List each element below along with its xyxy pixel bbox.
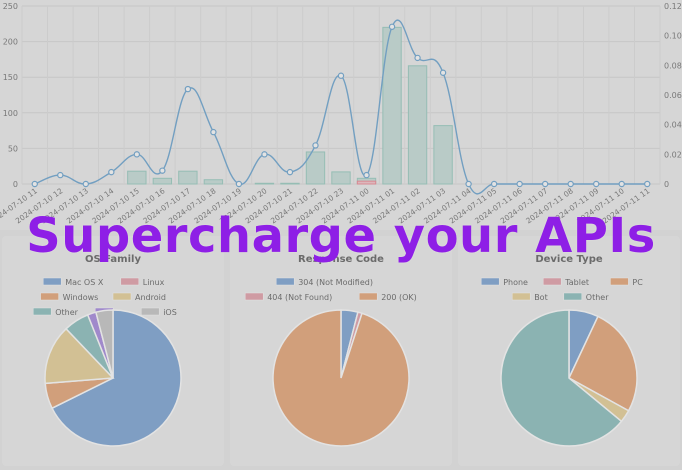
left-tick-label: 150 [3, 73, 18, 82]
error-bar [356, 180, 377, 185]
legend-label: 404 (Not Found) [267, 293, 332, 302]
request-bar [407, 65, 428, 185]
request-bar [331, 171, 351, 185]
line-point [516, 180, 523, 188]
pie-title: OS Family [85, 254, 141, 265]
line-point [312, 142, 319, 149]
line-point [108, 168, 115, 176]
legend-swatch [40, 292, 59, 301]
pie-slice [51, 309, 182, 447]
legend-label: Phone [503, 278, 528, 287]
legend-label: Other [55, 308, 78, 317]
line-point [363, 171, 370, 179]
right-tick-label: 0.04 [664, 121, 682, 130]
right-tick-label: 0 [664, 180, 669, 189]
right-tick-label: 0.02 [664, 150, 682, 159]
legend-swatch [275, 277, 295, 286]
legend-label: 200 (OK) [381, 293, 417, 302]
top-panel [0, 0, 682, 230]
device-type-chart: Device Type Phone Tablet PC Bot Other [480, 254, 643, 447]
line-point [388, 23, 396, 30]
line-point [465, 180, 472, 188]
line-point [567, 180, 574, 188]
line-point [286, 168, 294, 176]
line-point [337, 72, 345, 79]
line-point [31, 180, 38, 188]
request-bar [152, 177, 173, 185]
legend-swatch [244, 292, 264, 301]
line-point [644, 180, 651, 188]
legend-swatch [42, 277, 62, 286]
legend-label: Tablet [564, 278, 589, 287]
left-tick-label: 200 [3, 38, 18, 47]
request-bar [254, 182, 275, 185]
line-point [235, 180, 243, 188]
right-tick-label: 0.10 [664, 32, 682, 41]
legend-swatch [112, 292, 132, 301]
line-point [414, 54, 421, 62]
legend-swatch [140, 307, 160, 316]
line-point [541, 180, 549, 188]
legend-label: iOS [163, 308, 177, 317]
legend-label: Mac OS X [65, 278, 104, 287]
latency-line [34, 19, 648, 195]
pie-title: Response Code [298, 254, 384, 265]
line-point [57, 171, 64, 179]
request-bar [305, 151, 326, 185]
legend-label: Linux [143, 278, 165, 287]
line-point [261, 151, 268, 158]
line-point [593, 180, 600, 188]
left-tick-label: 50 [8, 144, 18, 153]
legend-label: Windows [63, 293, 99, 302]
headline: Supercharge your APIs [26, 208, 656, 264]
pie-slice [272, 309, 410, 447]
request-bar [382, 26, 402, 185]
line-point [210, 128, 217, 136]
pie-slice [500, 309, 623, 447]
line-point [184, 85, 192, 93]
right-tick-label: 0.06 [664, 91, 682, 100]
legend-swatch [563, 292, 583, 301]
response-code-chart: Response Code 304 (Not Modified) 404 (Not … [244, 254, 417, 447]
legend-label: 304 (Not Modified) [298, 278, 373, 287]
request-bar [433, 125, 453, 185]
legend-swatch [120, 277, 140, 286]
right-tick-label: 0.12 [664, 2, 682, 11]
request-bar [203, 179, 224, 185]
legend-swatch [358, 292, 378, 301]
request-bar [280, 182, 300, 185]
os-family-chart: OS Family Mac OS X Linux Windows Android Othe… [32, 254, 182, 447]
line-point [439, 69, 447, 76]
line-point [133, 151, 141, 158]
line-point [618, 180, 625, 188]
request-bar [178, 170, 198, 185]
legend-swatch [480, 277, 500, 286]
legend-label: PC [632, 278, 643, 287]
line-point [159, 167, 166, 174]
left-tick-label: 100 [3, 109, 18, 118]
pie-slice [44, 327, 115, 385]
left-tick-label: 250 [3, 2, 18, 11]
legend-swatch [542, 277, 562, 286]
legend-swatch [610, 277, 629, 286]
pie-slice [95, 309, 114, 379]
line-point [490, 180, 498, 188]
legend-label: Android [135, 293, 166, 302]
legend-label: Bot [534, 293, 548, 302]
left-tick-label: 0 [13, 180, 18, 189]
pie-title: Device Type [535, 254, 603, 265]
legend-swatch [511, 292, 531, 301]
right-tick-label: 0.08 [664, 61, 682, 70]
legend-label: Other [586, 293, 609, 302]
legend-swatch [32, 307, 52, 316]
line-point [82, 180, 90, 188]
request-bar [127, 170, 147, 185]
